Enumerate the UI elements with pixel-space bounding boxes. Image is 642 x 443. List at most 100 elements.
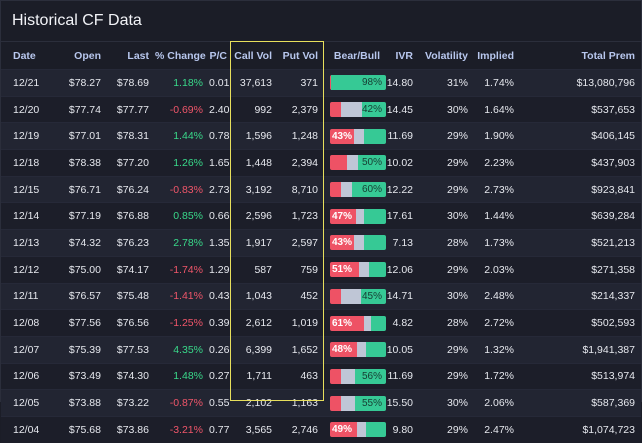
table-row[interactable]: 12/15 $76.71 $76.24 -0.83% 2.73 3,192 8,710 60%… xyxy=(1,175,641,203)
volatility-cell: 30% xyxy=(419,389,474,417)
bull-segment xyxy=(369,262,386,278)
open-cell: $77.56 xyxy=(59,309,107,337)
date-cell: 12/21 xyxy=(1,69,59,97)
bull-segment xyxy=(360,288,386,304)
bear-bull-bar: 50% xyxy=(330,155,386,171)
table-row[interactable]: 12/11 $76.57 $75.48 -1.41% 0.43 1,043 452 45% 14… xyxy=(1,282,641,310)
neutral-segment xyxy=(341,182,353,198)
table-body: 12/21 $78.27 $78.69 1.18% 0.01 37,613 371 98% 14… xyxy=(1,69,641,443)
put-call-ratio-cell: 0.39 xyxy=(209,309,233,337)
ivr-cell: 12.06 xyxy=(386,255,419,283)
total-premium-cell: $271,358 xyxy=(520,255,641,283)
put-volume-cell: 463 xyxy=(278,362,324,390)
open-cell: $75.68 xyxy=(59,415,107,443)
implied-cell: 1.73% xyxy=(474,229,520,257)
put-call-ratio-cell: 0.26 xyxy=(209,335,233,364)
column-header-change[interactable]: % Change xyxy=(155,50,206,62)
table-row[interactable]: 12/21 $78.27 $78.69 1.18% 0.01 37,613 371 98% 14… xyxy=(1,69,641,97)
put-volume-cell: 2,746 xyxy=(278,415,324,443)
bear-bull-cell: 48% xyxy=(324,335,386,364)
last-cell: $77.77 xyxy=(107,95,155,123)
change-cell: -0.87% xyxy=(155,389,209,417)
table-row[interactable]: 12/12 $75.00 $74.17 -1.74% 1.29 587 759 51% 12.0… xyxy=(1,255,641,283)
neutral-segment xyxy=(341,368,355,384)
last-cell: $77.53 xyxy=(107,335,155,364)
change-cell: -3.21% xyxy=(155,415,209,443)
date-cell: 12/11 xyxy=(1,282,59,310)
call-volume-cell: 37,613 xyxy=(233,69,278,97)
implied-cell: 2.03% xyxy=(474,255,520,283)
bear-bull-bar: 49% xyxy=(330,422,386,438)
bear-bull-label: 50% xyxy=(361,157,382,169)
bear-bull-cell: 47% xyxy=(324,202,386,230)
implied-cell: 1.74% xyxy=(474,69,520,97)
column-header-put-vol[interactable]: Put Vol xyxy=(282,50,318,62)
table-row[interactable]: 12/06 $73.49 $74.30 1.48% 0.27 1,711 463 56% 11.… xyxy=(1,362,641,390)
table-row[interactable]: 12/20 $77.74 $77.77 -0.69% 2.40 992 2,379 42% 14… xyxy=(1,95,641,123)
ivr-cell: 10.05 xyxy=(386,335,419,364)
neutral-segment xyxy=(341,102,363,118)
put-call-ratio-cell: 1.35 xyxy=(209,229,233,257)
column-header-implied[interactable]: Implied xyxy=(477,50,514,62)
bear-bull-cell: 61% xyxy=(324,309,386,337)
neutral-segment xyxy=(354,235,364,251)
table-row[interactable]: 12/14 $77.19 $76.88 0.85% 0.66 2,596 1,723 47% 1… xyxy=(1,202,641,230)
column-header-pc[interactable]: P/C xyxy=(209,50,227,62)
bear-bull-cell: 50% xyxy=(324,149,386,177)
ivr-cell: 10.02 xyxy=(386,149,419,177)
open-cell: $77.19 xyxy=(59,202,107,230)
total-premium-cell: $639,284 xyxy=(520,202,641,230)
title-divider xyxy=(1,41,641,42)
table-row[interactable]: 12/04 $75.68 $73.86 -3.21% 0.77 3,565 2,746 49%… xyxy=(1,415,641,443)
table-row[interactable]: 12/08 $77.56 $76.56 -1.25% 0.39 2,612 1,019 61%… xyxy=(1,309,641,337)
call-volume-cell: 3,192 xyxy=(233,175,278,203)
bear-segment xyxy=(330,208,357,224)
column-header-bear-bull[interactable]: Bear/Bull xyxy=(333,50,380,62)
table-row[interactable]: 12/19 $77.01 $78.31 1.44% 0.78 1,596 1,248 43% 1… xyxy=(1,122,641,150)
put-call-ratio-cell: 0.55 xyxy=(209,389,233,417)
volatility-cell: 30% xyxy=(419,202,474,230)
total-premium-cell: $1,941,387 xyxy=(520,335,641,364)
volatility-cell: 29% xyxy=(419,415,474,443)
total-premium-cell: $923,841 xyxy=(520,175,641,203)
date-cell: 12/07 xyxy=(1,335,59,364)
put-volume-cell: 2,379 xyxy=(278,95,324,123)
change-cell: 1.48% xyxy=(155,362,209,390)
put-volume-cell: 759 xyxy=(278,255,324,283)
implied-cell: 2.72% xyxy=(474,309,520,337)
bear-bull-bar: 43% xyxy=(330,128,386,144)
change-cell: 1.18% xyxy=(155,69,209,97)
bear-bull-cell: 51% xyxy=(324,255,386,283)
column-header-volatility[interactable]: Volatility xyxy=(425,50,468,62)
call-volume-cell: 1,448 xyxy=(233,149,278,177)
call-volume-cell: 1,596 xyxy=(233,122,278,150)
table-row[interactable]: 12/07 $75.39 $77.53 4.35% 0.26 6,399 1,652 48% 1… xyxy=(1,335,641,364)
total-premium-cell: $13,080,796 xyxy=(520,69,641,97)
put-volume-cell: 8,710 xyxy=(278,175,324,203)
put-volume-cell: 1,652 xyxy=(278,335,324,364)
neutral-segment xyxy=(357,422,366,438)
table-header-row: Date Open Last % Change P/C Call Vol Put Vol Be… xyxy=(1,43,641,70)
bear-segment xyxy=(330,155,348,171)
column-header-last[interactable]: Last xyxy=(127,50,149,62)
column-header-ivr[interactable]: IVR xyxy=(395,50,413,62)
open-cell: $76.57 xyxy=(59,282,107,310)
column-header-open[interactable]: Open xyxy=(74,50,101,62)
date-cell: 12/04 xyxy=(1,415,59,443)
column-header-total-prem[interactable]: Total Prem xyxy=(581,50,635,62)
volatility-cell: 29% xyxy=(419,175,474,203)
date-cell: 12/15 xyxy=(1,175,59,203)
column-header-call-vol[interactable]: Call Vol xyxy=(234,50,272,62)
volatility-cell: 29% xyxy=(419,122,474,150)
last-cell: $76.56 xyxy=(107,309,155,337)
total-premium-cell: $537,653 xyxy=(520,95,641,123)
bear-bull-bar: 43% xyxy=(330,235,386,251)
table-row[interactable]: 12/05 $73.88 $73.22 -0.87% 0.55 2,102 1,163 55%… xyxy=(1,389,641,417)
table-row[interactable]: 12/13 $74.32 $76.23 2.78% 1.35 1,917 2,597 43% 7… xyxy=(1,229,641,257)
column-header-date[interactable]: Date xyxy=(13,50,36,62)
table-row[interactable]: 12/18 $78.38 $77.20 1.26% 1.65 1,448 2,394 50% 1… xyxy=(1,149,641,177)
open-cell: $75.00 xyxy=(59,255,107,283)
date-cell: 12/20 xyxy=(1,95,59,123)
bear-bull-cell: 98% xyxy=(324,69,386,97)
last-cell: $76.24 xyxy=(107,175,155,203)
